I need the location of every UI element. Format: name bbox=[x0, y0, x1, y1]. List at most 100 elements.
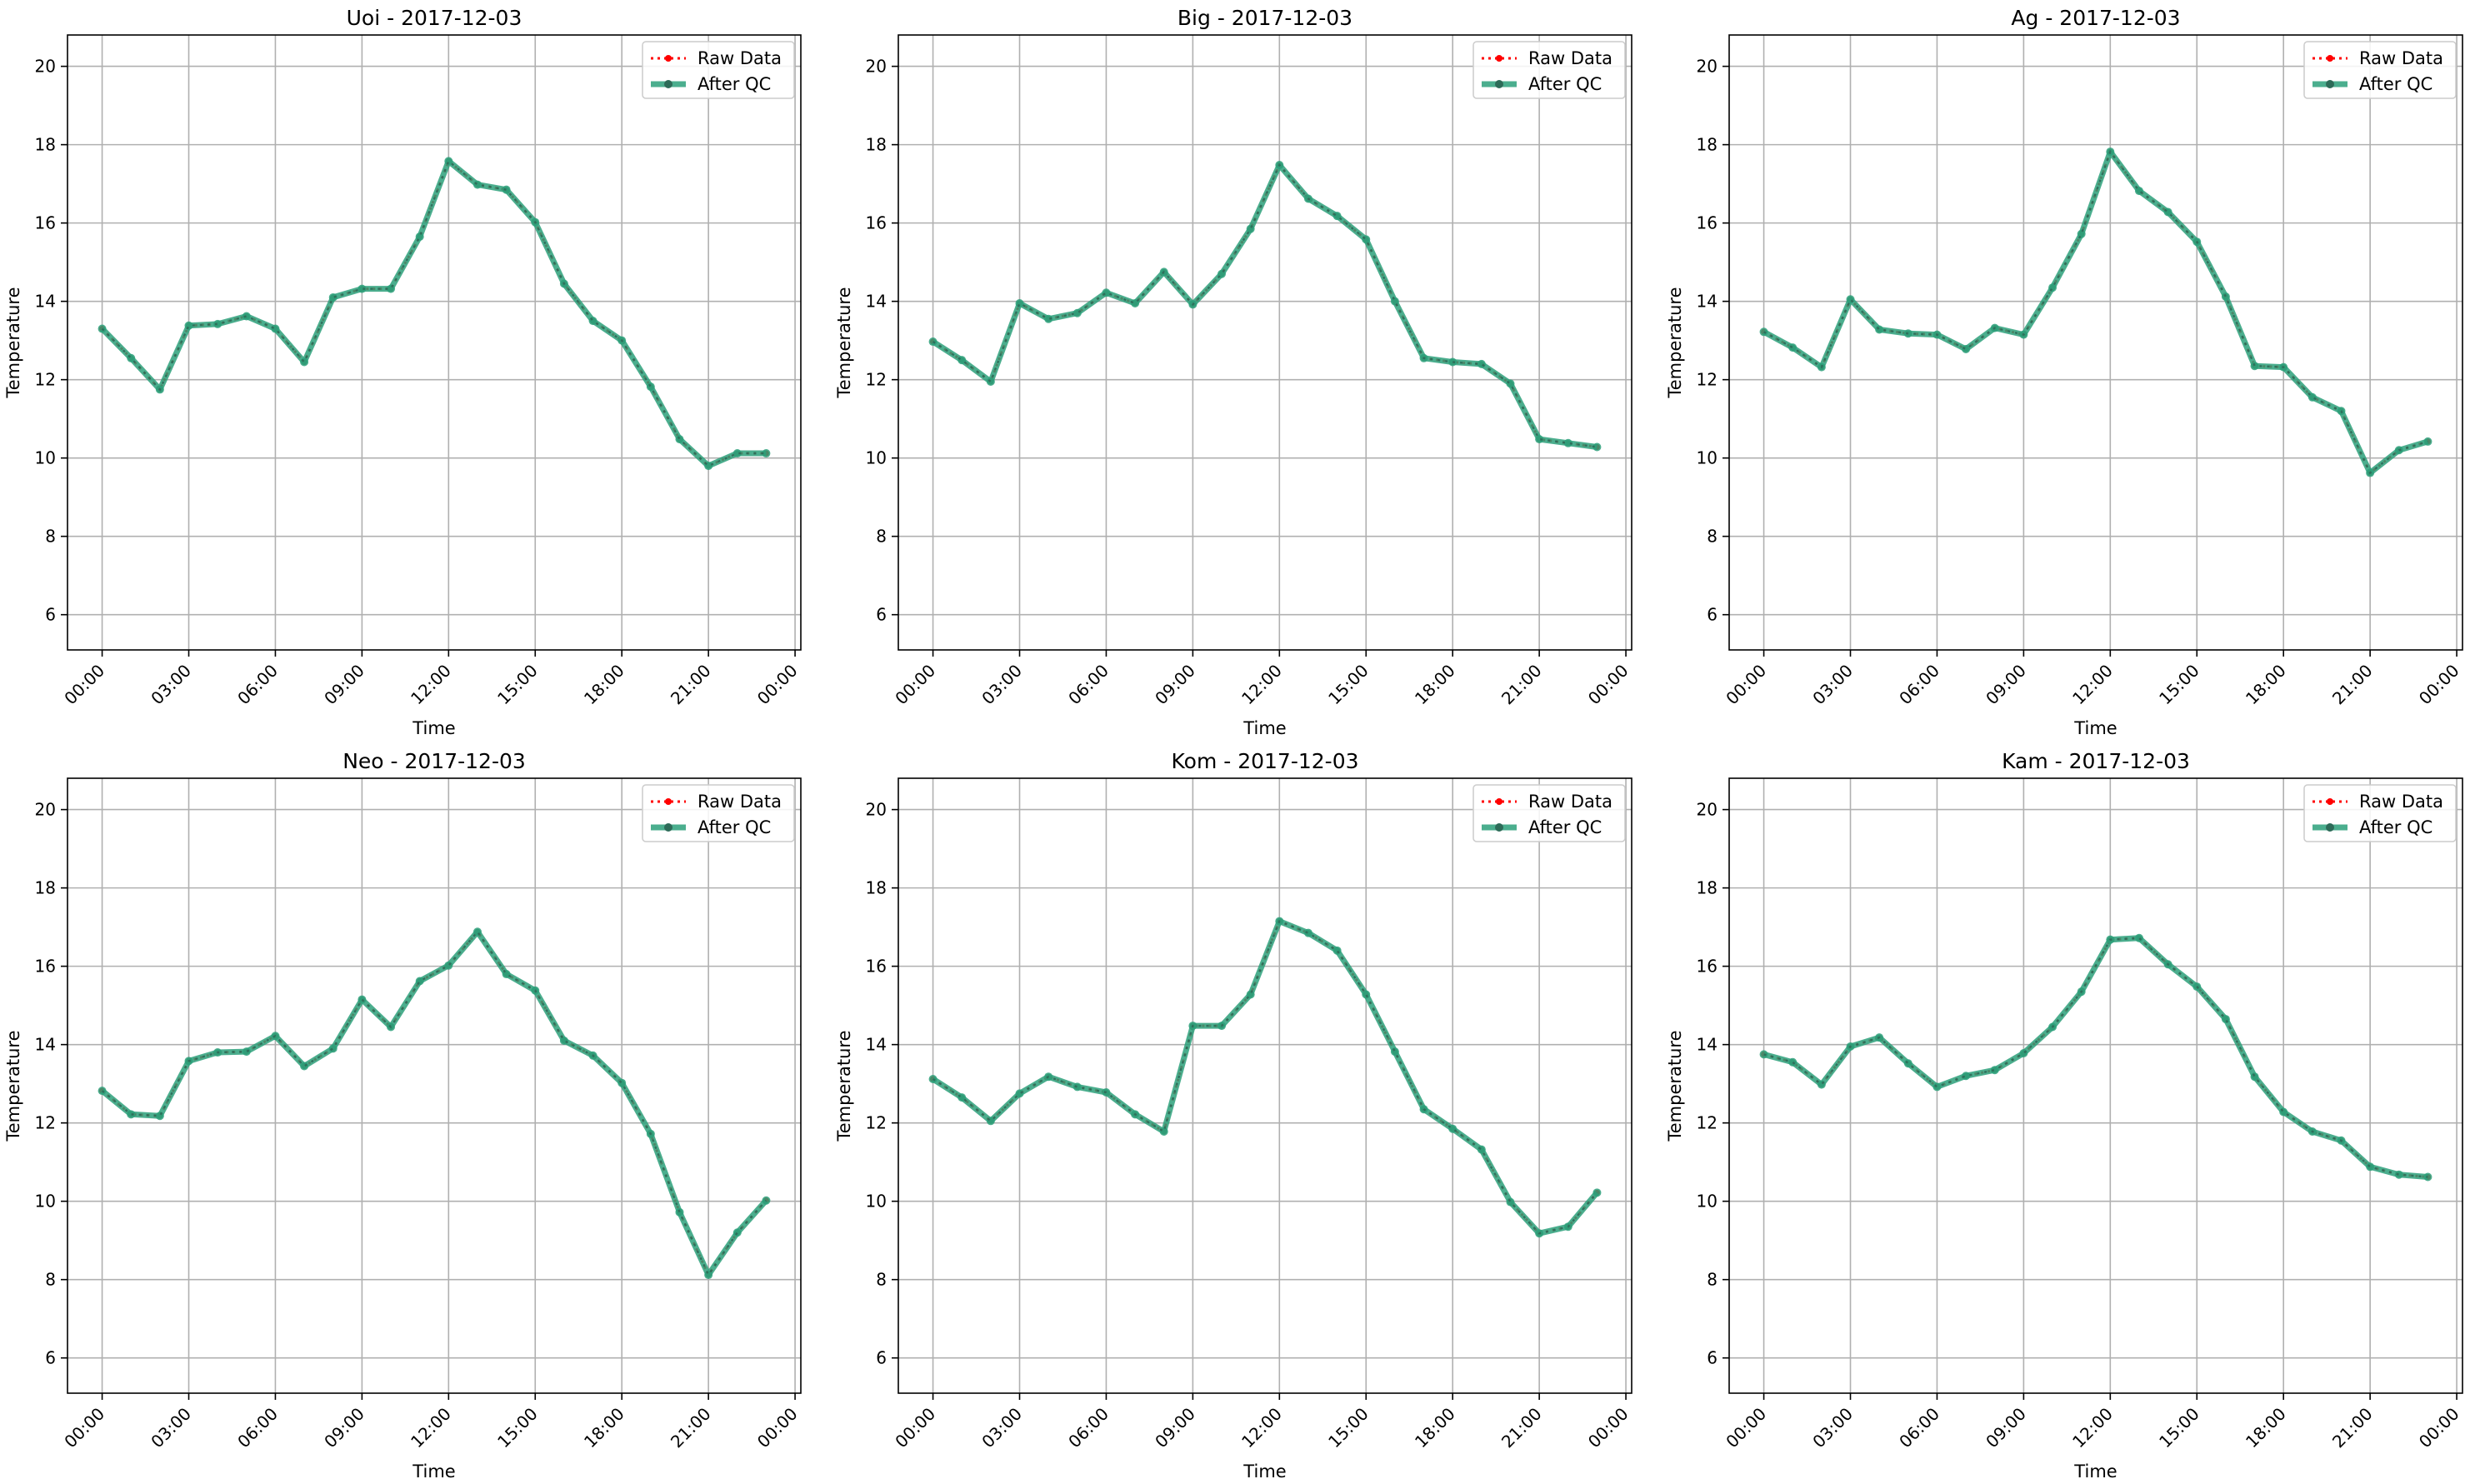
data-point-after-qc bbox=[1788, 343, 1798, 352]
data-point-after-qc bbox=[1362, 990, 1371, 999]
legend-label-raw-data: Raw Data bbox=[2359, 48, 2443, 68]
x-tick-label: 18:00 bbox=[580, 661, 628, 709]
chart-panel: 6 8 10 12 14 16 18 20 00:00 03:00 06:00 09:00 12:00 1… bbox=[3, 749, 802, 1482]
data-point-after-qc bbox=[1477, 359, 1486, 368]
legend-label-after-qc: After QC bbox=[1528, 74, 1602, 94]
data-point-after-qc bbox=[1246, 990, 1255, 999]
legend: Raw Data After QC bbox=[1472, 41, 1626, 99]
data-point-after-qc bbox=[300, 1062, 309, 1071]
y-tick-label: 14 bbox=[1697, 1035, 1718, 1055]
legend-label-raw-data: Raw Data bbox=[2359, 792, 2443, 812]
data-point-after-qc bbox=[2423, 1172, 2432, 1182]
data-point-after-qc bbox=[2019, 1048, 2028, 1057]
x-tick-label: 15:00 bbox=[2155, 1404, 2203, 1452]
data-point-after-qc bbox=[1759, 327, 1768, 337]
series-line-after-qc bbox=[931, 918, 1600, 1237]
data-point-after-qc bbox=[300, 357, 309, 367]
y-tick-label: 20 bbox=[866, 57, 887, 77]
y-tick-label: 18 bbox=[1697, 878, 1718, 898]
legend-label-raw-data: Raw Data bbox=[1528, 792, 1612, 812]
data-point-after-qc bbox=[1506, 1197, 1515, 1207]
data-point-after-qc bbox=[2394, 1170, 2403, 1179]
legend-marker-after-qc bbox=[1495, 80, 1503, 88]
legend-marker-after-qc bbox=[664, 823, 672, 832]
data-point-after-qc bbox=[213, 319, 222, 328]
data-point-after-qc bbox=[1390, 1047, 1399, 1057]
y-tick-label: 12 bbox=[1697, 1113, 1718, 1133]
x-tick-label: 09:00 bbox=[1151, 661, 1199, 709]
chart-panel: 6 8 10 12 14 16 18 20 00:00 03:00 06:00 09:00 12:00 1… bbox=[834, 6, 1632, 738]
axes-frame bbox=[67, 34, 802, 651]
x-tick-label: 03:00 bbox=[978, 1404, 1026, 1452]
x-tick-label: 06:00 bbox=[1895, 1404, 1943, 1452]
y-tick-label: 8 bbox=[1707, 527, 1718, 547]
x-axis-label: Time bbox=[1242, 718, 1286, 738]
data-point-after-qc bbox=[387, 284, 396, 293]
data-point-after-qc bbox=[732, 449, 742, 458]
x-axis-label: Time bbox=[2073, 718, 2117, 738]
x-tick-label: 03:00 bbox=[147, 1404, 195, 1452]
data-point-after-qc bbox=[2366, 1162, 2375, 1172]
y-tick-label: 8 bbox=[876, 1270, 887, 1290]
data-point-after-qc bbox=[1903, 1059, 1912, 1068]
y-tick-label: 12 bbox=[1697, 370, 1718, 390]
data-point-after-qc bbox=[1563, 438, 1572, 447]
series-line-raw-data bbox=[101, 929, 768, 1278]
y-axis-label: Temperature bbox=[1665, 1030, 1685, 1142]
data-point-after-qc bbox=[928, 337, 938, 347]
y-tick-label: 20 bbox=[866, 800, 887, 820]
data-point-after-qc bbox=[155, 1112, 164, 1121]
legend: Raw Data After QC bbox=[642, 784, 795, 842]
y-tick-label: 16 bbox=[866, 213, 887, 233]
y-tick-label: 14 bbox=[35, 1035, 56, 1055]
legend-marker-after-qc bbox=[1495, 823, 1503, 832]
y-tick-label: 8 bbox=[45, 527, 56, 547]
data-point-after-qc bbox=[328, 1044, 338, 1053]
legend-marker-raw-data bbox=[1496, 798, 1502, 805]
y-tick-label: 14 bbox=[1697, 292, 1718, 312]
y-tick-label: 14 bbox=[866, 292, 887, 312]
series-line-after-qc bbox=[1762, 148, 2429, 476]
chart-panel: 6 8 10 12 14 16 18 20 00:00 03:00 06:00 09:00 12:00 1… bbox=[1665, 749, 2463, 1482]
chart-title: Kom - 2017-12-03 bbox=[1172, 749, 1359, 773]
y-tick-label: 20 bbox=[1697, 800, 1718, 820]
x-tick-label: 21:00 bbox=[1498, 1404, 1546, 1452]
data-point-after-qc bbox=[2250, 1072, 2259, 1082]
legend-marker-after-qc bbox=[2326, 80, 2334, 88]
data-point-after-qc bbox=[1072, 308, 1082, 317]
x-tick-label: 21:00 bbox=[1498, 661, 1546, 709]
x-tick-label: 12:00 bbox=[407, 1404, 455, 1452]
x-axis-label: Time bbox=[412, 1462, 455, 1482]
legend-marker-raw-data bbox=[2327, 798, 2333, 805]
axes-frame bbox=[1728, 777, 2463, 1394]
chart-title: Neo - 2017-12-03 bbox=[342, 749, 526, 773]
y-axis-label: Temperature bbox=[834, 1030, 854, 1142]
x-tick-label: 03:00 bbox=[1808, 1404, 1857, 1452]
data-point-after-qc bbox=[328, 292, 338, 302]
x-tick-label: 21:00 bbox=[2328, 1404, 2377, 1452]
data-point-after-qc bbox=[98, 1087, 107, 1096]
y-tick-label: 14 bbox=[35, 292, 56, 312]
x-tick-label: 21:00 bbox=[667, 1404, 715, 1452]
series-line-raw-data bbox=[932, 162, 1598, 448]
legend-label-after-qc: After QC bbox=[2359, 817, 2432, 837]
legend: Raw Data After QC bbox=[1472, 784, 1626, 842]
data-point-after-qc bbox=[1990, 1066, 1999, 1075]
x-tick-label: 00:00 bbox=[1584, 1404, 1632, 1452]
y-tick-label: 12 bbox=[35, 370, 56, 390]
y-tick-label: 18 bbox=[35, 878, 56, 898]
chart-panel: 6 8 10 12 14 16 18 20 00:00 03:00 06:00 09:00 12:00 1… bbox=[1665, 6, 2463, 738]
data-point-after-qc bbox=[2134, 933, 2143, 942]
legend-marker-raw-data bbox=[1496, 55, 1502, 62]
x-tick-label: 00:00 bbox=[2415, 661, 2463, 709]
x-tick-label: 06:00 bbox=[1895, 661, 1943, 709]
y-tick-label: 16 bbox=[35, 213, 56, 233]
legend: Raw Data After QC bbox=[2303, 41, 2457, 99]
legend: Raw Data After QC bbox=[2303, 784, 2457, 842]
x-tick-label: 18:00 bbox=[2242, 1404, 2290, 1452]
x-tick-label: 09:00 bbox=[1151, 1404, 1199, 1452]
data-point-after-qc bbox=[415, 232, 424, 242]
data-point-after-qc bbox=[1072, 1082, 1082, 1092]
y-tick-label: 16 bbox=[1697, 957, 1718, 977]
